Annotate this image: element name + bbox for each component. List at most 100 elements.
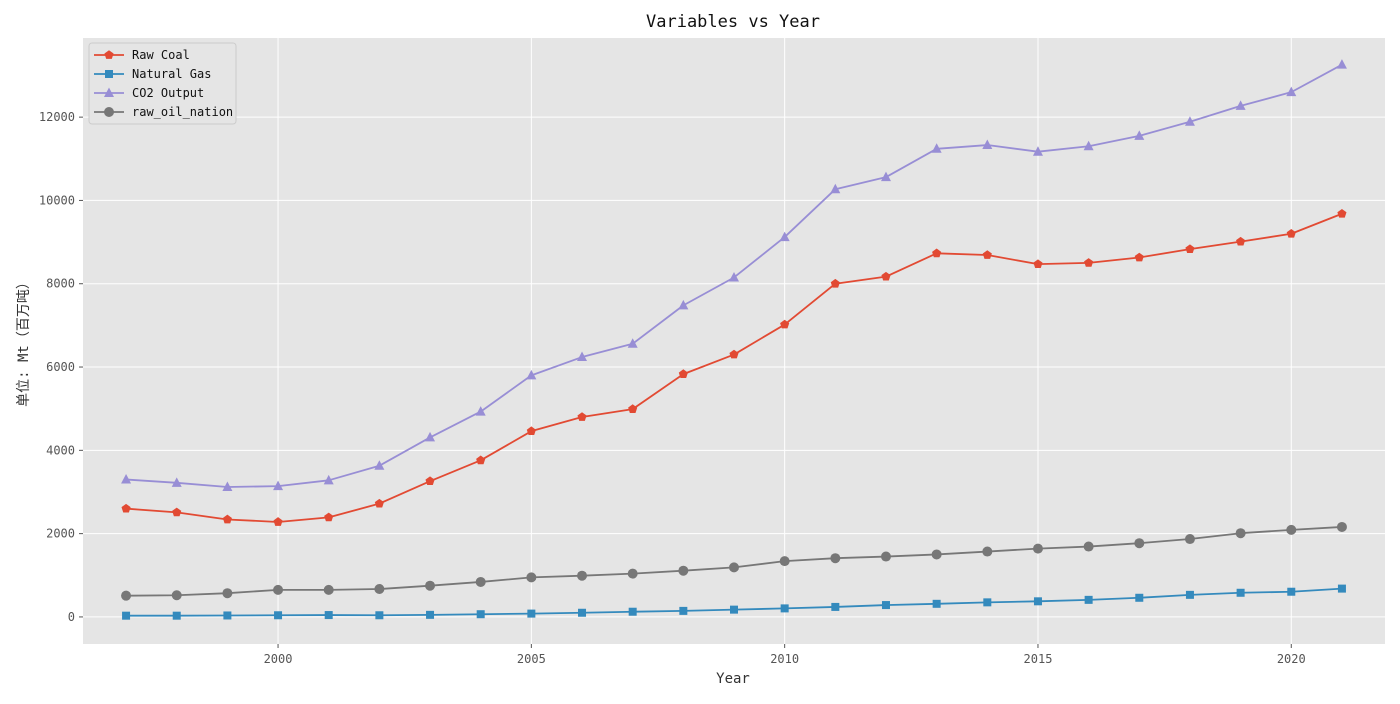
data-point-co2-output bbox=[1032, 146, 1043, 156]
data-point-raw-coal bbox=[121, 503, 131, 513]
data-point-raw-oil-nation bbox=[121, 590, 132, 601]
legend-marker-raw-oil-nation bbox=[104, 107, 114, 117]
data-point-raw-coal bbox=[729, 349, 739, 359]
data-point-co2-output bbox=[982, 139, 993, 150]
data-point-natural-gas bbox=[223, 611, 232, 620]
data-point-raw-oil-nation bbox=[1032, 543, 1043, 554]
y-tick-label: 4000 bbox=[46, 443, 75, 457]
y-tick-label: 2000 bbox=[46, 527, 75, 541]
legend-box bbox=[88, 42, 237, 125]
data-point-natural-gas bbox=[375, 611, 384, 620]
legend-label-natural-gas: Natural Gas bbox=[132, 67, 211, 81]
data-point-co2-output bbox=[171, 477, 182, 487]
x-tick-label: 2000 bbox=[264, 652, 293, 666]
data-point-natural-gas bbox=[1337, 584, 1346, 593]
data-point-natural-gas bbox=[831, 602, 840, 611]
data-point-raw-coal bbox=[1084, 258, 1094, 267]
data-point-raw-coal bbox=[374, 498, 384, 508]
data-point-co2-output bbox=[425, 431, 436, 442]
y-tick-label: 8000 bbox=[46, 277, 75, 291]
series-raw-oil-nation bbox=[121, 521, 1347, 601]
data-point-raw-oil-nation bbox=[880, 551, 891, 562]
data-point-natural-gas bbox=[274, 611, 283, 620]
data-point-raw-coal bbox=[881, 271, 891, 281]
data-point-co2-output bbox=[931, 143, 942, 153]
data-point-raw-oil-nation bbox=[425, 580, 436, 591]
data-point-natural-gas bbox=[628, 607, 637, 616]
y-tick-label: 12000 bbox=[39, 110, 75, 124]
data-point-raw-coal bbox=[932, 248, 942, 258]
data-point-raw-oil-nation bbox=[779, 556, 790, 567]
data-point-raw-oil-nation bbox=[273, 584, 284, 595]
data-point-co2-output bbox=[779, 231, 790, 242]
legend-marker-raw-coal bbox=[104, 50, 114, 59]
data-point-raw-oil-nation bbox=[323, 584, 334, 595]
data-point-raw-coal bbox=[577, 412, 587, 421]
data-point-co2-output bbox=[830, 183, 841, 194]
grid-lines bbox=[83, 38, 1385, 644]
data-point-co2-output bbox=[1134, 130, 1145, 140]
data-series bbox=[121, 59, 1347, 620]
data-point-natural-gas bbox=[1084, 595, 1093, 604]
y-tick-label: 0 bbox=[68, 610, 75, 624]
x-axis-title: Year bbox=[716, 671, 750, 687]
legend-label-raw-coal: Raw Coal bbox=[132, 48, 190, 62]
data-point-raw-coal bbox=[476, 455, 486, 465]
data-point-raw-coal bbox=[1236, 236, 1246, 246]
chart-title: Variables vs Year bbox=[646, 12, 820, 32]
legend: Raw Coal Natural Gas CO2 Output raw_oil_nat… bbox=[88, 42, 237, 125]
data-point-co2-output bbox=[323, 474, 334, 485]
plot-background bbox=[83, 38, 1385, 644]
data-point-raw-oil-nation bbox=[931, 549, 942, 560]
y-tick-label: 10000 bbox=[39, 193, 75, 207]
data-point-raw-coal bbox=[1033, 259, 1043, 269]
x-tick-label: 2010 bbox=[770, 652, 799, 666]
legend-item-raw-coal: Raw Coal bbox=[94, 48, 190, 62]
data-point-raw-oil-nation bbox=[1083, 541, 1094, 552]
data-point-raw-coal bbox=[425, 476, 435, 486]
data-point-natural-gas bbox=[1236, 588, 1245, 597]
data-point-co2-output bbox=[880, 171, 891, 182]
data-point-raw-coal bbox=[1286, 228, 1296, 238]
data-point-raw-oil-nation bbox=[374, 584, 385, 595]
legend-item-co2-output: CO2 Output bbox=[94, 86, 204, 100]
data-point-natural-gas bbox=[1287, 587, 1296, 596]
data-point-natural-gas bbox=[527, 609, 536, 618]
data-point-raw-oil-nation bbox=[1286, 524, 1297, 535]
data-point-natural-gas bbox=[1135, 593, 1144, 602]
data-point-co2-output bbox=[222, 481, 233, 491]
data-point-natural-gas bbox=[881, 601, 890, 610]
data-point-raw-oil-nation bbox=[1235, 528, 1246, 539]
series-raw-coal bbox=[121, 208, 1347, 526]
legend-item-raw-oil-nation: raw_oil_nation bbox=[94, 105, 233, 119]
data-point-raw-coal bbox=[222, 514, 232, 524]
data-point-co2-output bbox=[475, 406, 486, 416]
data-point-raw-oil-nation bbox=[729, 562, 739, 573]
data-point-raw-coal bbox=[1337, 208, 1347, 218]
data-point-natural-gas bbox=[172, 611, 181, 620]
data-point-raw-oil-nation bbox=[678, 565, 689, 576]
data-point-raw-coal bbox=[172, 507, 182, 517]
data-point-co2-output bbox=[273, 480, 284, 491]
legend-item-natural-gas: Natural Gas bbox=[94, 67, 211, 81]
data-point-raw-oil-nation bbox=[1336, 521, 1347, 532]
data-point-raw-oil-nation bbox=[982, 546, 993, 557]
data-point-natural-gas bbox=[1185, 590, 1194, 599]
data-point-raw-coal bbox=[324, 512, 334, 522]
axes: 2000 2005 2010 2015 2020 0 2000 4000 6000 8000 100… bbox=[39, 110, 1306, 666]
y-tick-label: 6000 bbox=[46, 360, 75, 374]
data-point-natural-gas bbox=[324, 611, 333, 620]
series-co2-output bbox=[121, 59, 1347, 491]
data-point-natural-gas bbox=[122, 611, 131, 620]
data-point-raw-oil-nation bbox=[830, 553, 841, 564]
data-point-co2-output bbox=[1235, 100, 1246, 110]
data-point-raw-coal bbox=[628, 404, 638, 413]
series-natural-gas bbox=[122, 584, 1346, 620]
data-point-raw-oil-nation bbox=[171, 590, 182, 601]
data-point-raw-oil-nation bbox=[1134, 538, 1145, 549]
data-point-co2-output bbox=[526, 369, 537, 380]
data-point-co2-output bbox=[627, 338, 638, 348]
legend-marker-co2-output bbox=[104, 87, 114, 97]
data-point-raw-coal bbox=[273, 517, 283, 526]
